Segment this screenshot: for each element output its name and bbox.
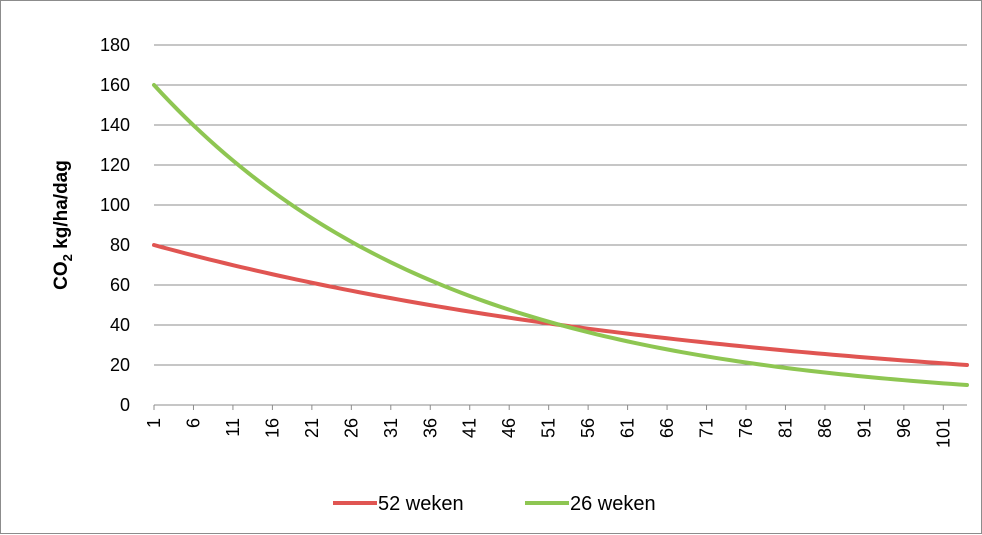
legend-label-2: 26 weken <box>570 493 656 515</box>
legend: 52 weken 26 weken <box>333 493 656 515</box>
y-axis-ticks: 0 20 40 60 80 100 120 140 160 180 <box>100 35 130 415</box>
x-tick-label: 26 <box>341 418 361 438</box>
y-tick-label: 80 <box>110 235 130 255</box>
y-tick-label: 0 <box>120 395 130 415</box>
y-axis-label-sub: 2 <box>60 254 75 261</box>
x-tick-label: 61 <box>618 418 638 438</box>
y-tick-label: 120 <box>100 155 130 175</box>
x-tick-label: 6 <box>183 418 203 428</box>
x-tick-label: 11 <box>223 418 243 437</box>
y-tick-label: 100 <box>100 195 130 215</box>
y-tick-label: 140 <box>100 115 130 135</box>
x-tick-label: 86 <box>815 418 835 438</box>
series-lines <box>152 83 969 387</box>
series-line-2 <box>152 83 969 387</box>
x-tick-label: 66 <box>657 418 677 438</box>
y-tick-label: 180 <box>100 35 130 55</box>
x-tick-label: 1 <box>144 418 164 428</box>
x-tick-label: 71 <box>697 418 717 438</box>
y-tick-label: 20 <box>110 355 130 375</box>
y-tick-label: 160 <box>100 75 130 95</box>
y-axis-label: CO2 kg/ha/dag <box>51 160 75 290</box>
x-tick-label: 81 <box>775 418 795 438</box>
legend-label-1: 52 weken <box>378 493 464 515</box>
x-axis-ticks: 1 6 11 16 21 26 31 36 41 46 51 56 61 66 71 76 81 86 91 96 10… <box>144 405 953 448</box>
x-tick-label: 36 <box>420 418 440 438</box>
x-tick-label: 21 <box>302 418 322 438</box>
y-tick-label: 40 <box>110 315 130 335</box>
series-line-1 <box>152 243 969 367</box>
x-tick-label: 56 <box>578 418 598 438</box>
y-axis-label-rest: kg/ha/dag <box>51 160 72 254</box>
x-tick-label: 91 <box>854 418 874 438</box>
x-tick-label: 46 <box>499 418 519 438</box>
x-tick-label: 31 <box>381 418 401 438</box>
y-axis-label-main: CO <box>51 261 72 290</box>
x-tick-label: 41 <box>460 418 480 438</box>
x-tick-label: 76 <box>736 418 756 438</box>
y-tick-label: 60 <box>110 275 130 295</box>
x-tick-label: 101 <box>933 418 953 448</box>
gridlines <box>154 44 967 406</box>
x-tick-label: 96 <box>894 418 914 438</box>
x-tick-label: 51 <box>539 418 559 438</box>
x-tick-label: 16 <box>262 418 282 438</box>
